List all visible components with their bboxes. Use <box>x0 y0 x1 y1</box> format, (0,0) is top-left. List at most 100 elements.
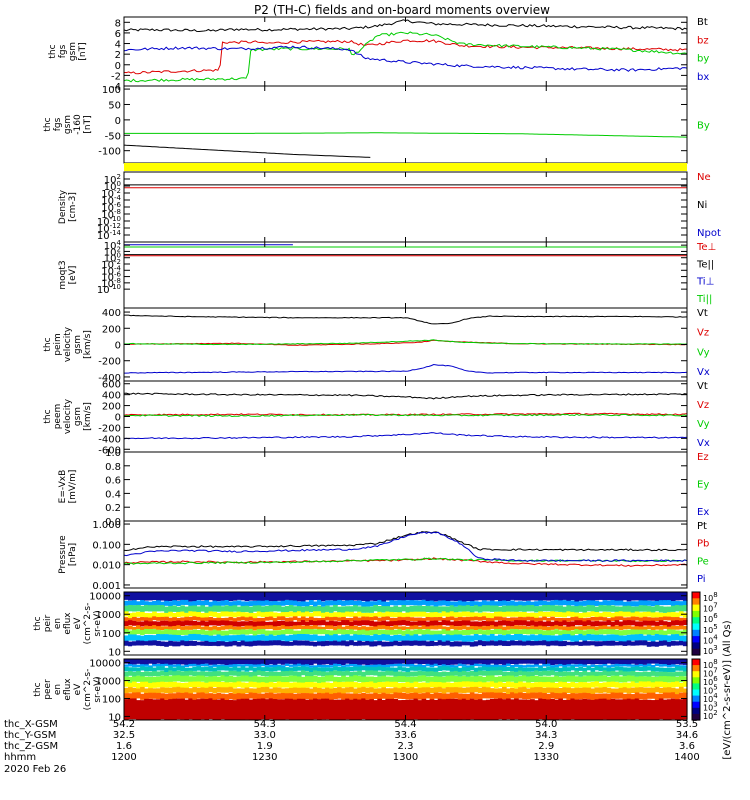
spectrogram-cell <box>156 663 161 667</box>
spectrogram-cell <box>152 659 157 666</box>
spectrogram-cell <box>634 626 640 630</box>
spectrogram-cell <box>574 676 580 683</box>
spectrogram-cell <box>497 676 503 683</box>
spectrogram-cell <box>264 666 270 672</box>
spectrogram-cell <box>132 645 137 655</box>
spectrogram-cell <box>461 664 467 667</box>
spectrogram-cell <box>578 641 584 647</box>
spectrogram-cell <box>240 640 246 646</box>
spectrogram-cell <box>449 611 455 617</box>
spectrogram-cell <box>670 659 676 665</box>
spectrogram-cell <box>493 641 499 647</box>
spectrogram-cell <box>510 692 515 699</box>
spectrogram-cell <box>268 692 274 699</box>
spectrogram-cell <box>256 605 262 612</box>
spectrogram-cell <box>168 621 173 627</box>
spectrogram-cell <box>457 693 463 700</box>
spectrogram-cell <box>606 681 612 688</box>
spectrogram-cell <box>152 645 157 655</box>
spectrogram-cell <box>441 620 447 626</box>
spectrogram-cell <box>168 687 173 694</box>
spectrogram-cell <box>550 640 555 646</box>
spectrogram-cell <box>208 635 214 642</box>
spectrogram-cell <box>586 687 592 694</box>
spectrogram-cell <box>192 699 197 720</box>
spectrogram-cell <box>192 641 197 647</box>
spectrogram-cell <box>240 693 246 700</box>
spectrogram-cell <box>132 605 137 612</box>
spectrogram-cell <box>329 592 334 601</box>
spectrogram-cell <box>409 625 415 630</box>
spectrogram-cell <box>465 616 471 621</box>
spectrogram-cell <box>349 663 354 667</box>
spectrogram-cell <box>405 671 411 677</box>
spectrogram-cell <box>626 634 632 642</box>
spectrogram-cell <box>461 681 467 687</box>
spectrogram-cell <box>518 625 523 630</box>
spectrogram-cell <box>550 592 555 601</box>
spectrogram-cell <box>300 666 306 671</box>
spectrogram-cell <box>662 692 668 699</box>
spectrogram-cell <box>497 645 503 655</box>
spectrogram-cell <box>473 616 479 621</box>
spectrogram-cell <box>317 699 322 720</box>
spectrogram-cell <box>164 629 169 635</box>
spectrogram-cell <box>160 641 165 647</box>
spectrogram-cell <box>558 667 563 673</box>
spectrogram-cell <box>433 601 439 607</box>
spectrogram-cell <box>240 698 246 720</box>
spectrogram-cell <box>341 634 346 641</box>
spectrogram-cell <box>421 634 427 641</box>
spectrogram-cell <box>296 687 302 694</box>
spectrogram-cell <box>429 640 435 646</box>
spectrogram-cell <box>642 611 648 617</box>
spectrogram-cell <box>642 645 648 655</box>
spectrogram-cell <box>457 605 463 612</box>
spectrogram-cell <box>506 675 511 682</box>
spectrogram-cell <box>401 600 407 606</box>
spectrogram-cell <box>578 663 584 667</box>
spectrogram-cell <box>292 646 298 655</box>
spectrogram-cell <box>220 611 226 617</box>
spectrogram-cell <box>646 606 652 613</box>
spectrogram-cell <box>333 676 338 683</box>
spectrogram-cell <box>493 628 499 635</box>
spectrogram-cell <box>268 621 274 627</box>
legend-Pb: Pb <box>697 539 709 550</box>
spectrogram-cell <box>614 663 620 667</box>
spectrogram-cell <box>260 659 266 665</box>
spectrogram-cell <box>441 693 447 700</box>
spectrogram-cell <box>493 626 499 631</box>
spectrogram-cell <box>325 645 330 655</box>
spectrogram-cell <box>220 675 226 682</box>
spectrogram-cell <box>558 663 563 667</box>
spectrogram-cell <box>562 618 567 622</box>
spectrogram-cell <box>514 592 519 601</box>
spectrogram-cell <box>397 659 403 665</box>
spectrogram-cell <box>678 686 684 693</box>
spectrogram-cell <box>148 671 153 677</box>
spectrogram-cell <box>268 616 274 621</box>
spectrogram-cell <box>473 663 479 667</box>
y-tick-label: 1.0 <box>105 448 121 459</box>
spectrogram-cell <box>425 676 431 683</box>
spectrogram-cell <box>473 682 479 688</box>
spectrogram-cell <box>172 687 177 693</box>
spectrogram-cell <box>176 641 181 647</box>
spectrogram-cell <box>284 659 290 665</box>
spectrogram-cell <box>421 629 427 635</box>
spectrogram-cell <box>574 667 580 673</box>
spectrogram-cell <box>148 626 153 630</box>
spectrogram-cell <box>489 675 495 682</box>
spectrogram-cell <box>566 618 571 622</box>
spectrogram-cell <box>538 617 543 622</box>
spectrogram-cell <box>401 676 407 683</box>
spectrogram-cell <box>558 688 563 694</box>
spectrogram-cell <box>417 600 423 606</box>
spectrogram-cell <box>397 663 403 667</box>
spectrogram-cell <box>574 664 580 667</box>
spectrogram-cell <box>634 621 640 627</box>
spectrogram-cell <box>453 667 459 672</box>
spectrogram-cell <box>650 687 656 694</box>
